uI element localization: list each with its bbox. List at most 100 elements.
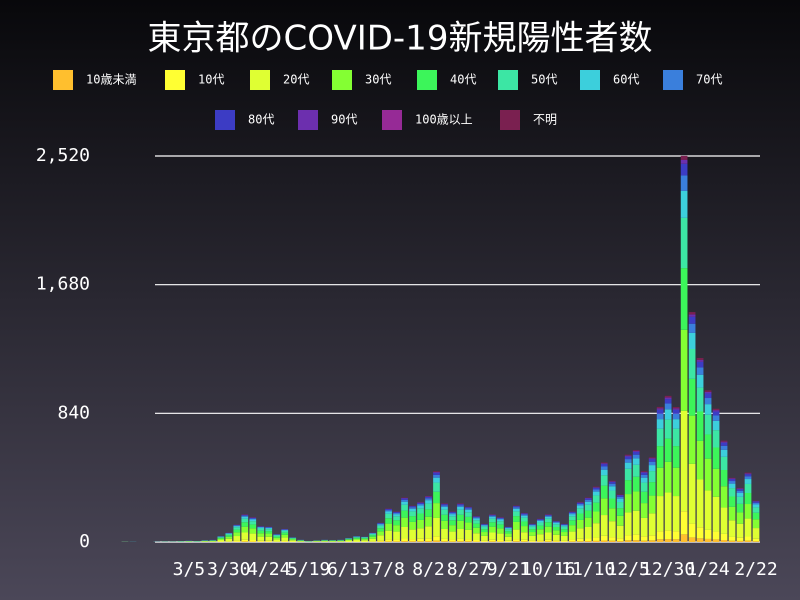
bar-segment	[600, 485, 608, 499]
bar-segment	[377, 523, 384, 524]
legend-swatch	[663, 70, 683, 90]
bar-segment	[449, 541, 456, 542]
bar-segment	[217, 538, 225, 541]
bar-segment	[433, 474, 440, 478]
bar-segment	[481, 526, 488, 530]
bar-segment	[720, 507, 728, 534]
bar-segment	[265, 533, 273, 537]
bar-segment	[640, 471, 648, 472]
bar-segment	[608, 486, 616, 491]
bar-segment	[712, 410, 720, 412]
bar-segment	[600, 463, 608, 465]
bar-segment	[568, 516, 576, 521]
bar-segment	[752, 519, 760, 529]
bar-segment	[664, 530, 672, 540]
bar-segment	[568, 514, 576, 517]
bar-segment	[289, 540, 297, 542]
bar-segment	[457, 514, 464, 521]
bar-segment	[568, 511, 576, 513]
bar-segment	[249, 533, 257, 541]
bar-segment	[720, 441, 728, 443]
bar-segment	[608, 480, 616, 482]
bar-segment	[377, 531, 384, 536]
bar-segment	[425, 498, 432, 501]
bar-segment	[720, 533, 728, 541]
bar-segment	[608, 498, 616, 509]
bar-segment	[720, 486, 728, 508]
bar-segment	[393, 514, 400, 517]
bar-segment	[616, 515, 624, 526]
bar-segment	[632, 454, 640, 459]
bar-segment	[409, 508, 416, 512]
bar-segment	[449, 539, 456, 542]
legend-swatch	[215, 110, 235, 130]
bar-segment	[672, 413, 680, 420]
bar-segment	[704, 538, 712, 542]
bar-segment	[728, 483, 736, 489]
y-tick-label: 0	[79, 531, 90, 552]
bar-segment	[720, 470, 728, 487]
bar-segment	[513, 539, 520, 542]
bar-segment	[680, 410, 688, 512]
bar-segment	[393, 512, 400, 515]
legend-label: 不明	[533, 113, 557, 127]
bar-segment	[744, 474, 752, 477]
bar-segment	[465, 516, 472, 523]
bar-segment	[744, 479, 752, 484]
bar-segment	[361, 539, 368, 541]
bar-segment	[409, 521, 416, 530]
bar-segment	[528, 526, 536, 530]
bar-segment	[241, 522, 249, 527]
bar-segment	[672, 409, 680, 414]
bar-segment	[568, 531, 576, 540]
bar-segment	[576, 505, 584, 509]
bar-segment	[728, 477, 736, 479]
bar-segment	[720, 445, 728, 450]
bar-segment	[704, 529, 712, 539]
bar-segment	[704, 398, 712, 405]
bar-segment	[233, 529, 241, 533]
bar-segment	[433, 536, 440, 541]
bar-segment	[417, 504, 424, 506]
x-tick-label: 3/30	[207, 559, 250, 580]
bar-segment	[560, 535, 568, 541]
bar-segment	[233, 526, 241, 528]
bar-segment	[425, 516, 432, 527]
bar-segment	[648, 471, 656, 483]
bar-segment	[696, 358, 704, 360]
bar-segment	[752, 507, 760, 513]
bar-segment	[576, 504, 584, 506]
bar-segment	[369, 533, 376, 535]
bar-segment	[736, 540, 744, 542]
bar-segment	[449, 531, 456, 540]
bar-segment	[489, 541, 496, 542]
bar-segment	[401, 510, 408, 518]
bar-segment	[688, 314, 696, 317]
bar-segment	[712, 496, 720, 532]
bar-segment	[536, 534, 544, 541]
bar-segment	[385, 541, 392, 542]
bar-segment	[241, 518, 249, 523]
bar-segment	[736, 490, 744, 493]
bar-segment	[433, 491, 440, 504]
bar-segment	[393, 511, 400, 513]
bar-segment	[489, 516, 496, 519]
bar-segment	[473, 518, 480, 521]
bar-segment	[257, 527, 265, 529]
bar-segment	[257, 528, 265, 531]
bar-segment	[616, 496, 624, 499]
bar-segment	[728, 506, 736, 521]
bar-segment	[273, 537, 281, 540]
bar-segment	[584, 517, 592, 527]
bar-segment	[560, 525, 568, 527]
bar-segment	[680, 511, 688, 535]
bar-segment	[552, 521, 560, 522]
bar-segment	[457, 541, 464, 542]
bar-segment	[600, 535, 608, 541]
bar-segment	[536, 522, 544, 526]
bar-segment	[640, 503, 648, 518]
bar-segment	[233, 540, 241, 542]
bar-segment	[481, 524, 488, 526]
bar-segment	[345, 539, 352, 541]
bar-segment	[672, 428, 680, 447]
